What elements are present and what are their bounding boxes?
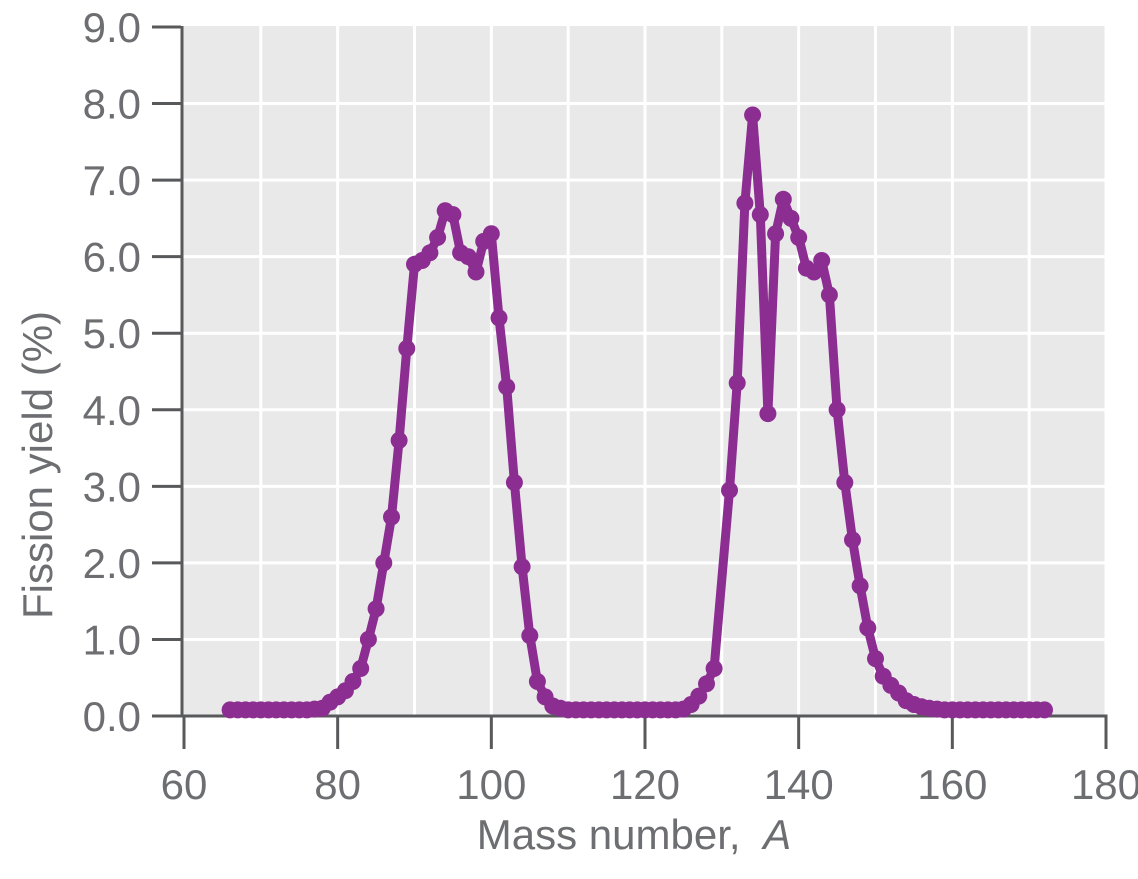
data-point-marker: [698, 675, 715, 693]
gridlines: [183, 26, 1108, 716]
data-point-marker: [705, 660, 723, 677]
data-point-marker: [383, 508, 400, 526]
data-point-marker: [498, 378, 516, 396]
data-point-marker: [859, 619, 877, 637]
data-point-marker: [421, 244, 439, 262]
data-point-marker: [375, 554, 393, 572]
data-point-marker: [820, 286, 838, 304]
y-tick-label: 0.0: [83, 693, 141, 740]
x-axis-title: Mass number, A: [477, 811, 791, 858]
data-point-marker: [344, 673, 362, 690]
y-tick-label: 6.0: [83, 234, 141, 281]
x-axis-title-variable: A: [760, 811, 791, 858]
data-point-marker: [467, 263, 485, 281]
data-point-marker: [390, 431, 408, 449]
data-point-marker: [759, 405, 777, 423]
data-point-marker: [513, 558, 531, 576]
data-point-marker: [828, 401, 846, 419]
y-tick-label: 3.0: [83, 463, 141, 510]
data-point-marker: [728, 374, 746, 392]
data-point-marker: [774, 190, 792, 208]
y-tick-label: 7.0: [83, 157, 141, 204]
data-point-marker: [367, 600, 385, 618]
data-point-marker: [352, 660, 370, 677]
data-point-marker: [505, 474, 523, 491]
data-point-marker: [721, 481, 738, 499]
x-tick-label: 100: [456, 761, 526, 808]
data-point-marker: [836, 474, 854, 491]
y-tick-label: 1.0: [83, 616, 141, 663]
data-point-marker: [359, 630, 377, 648]
data-point-marker: [867, 650, 884, 668]
data-point-marker: [429, 229, 447, 246]
tick-labels: 60 80 100 120 140 160 180 0.0 1.0 2.0 3.0 4.0 5.0 6.0…: [83, 4, 1138, 808]
data-point-marker: [813, 252, 831, 269]
data-point-marker: [444, 206, 462, 224]
data-point-marker: [767, 225, 785, 243]
data-point-marker: [782, 209, 800, 227]
x-tick-label: 140: [764, 761, 834, 808]
data-point-marker: [751, 206, 769, 224]
x-tick-label: 80: [314, 761, 361, 808]
data-point-marker: [736, 194, 754, 212]
data-point-marker: [1036, 701, 1053, 719]
y-axis-title: Fission yield (%): [14, 311, 61, 619]
x-axis-title-main: Mass number,: [477, 811, 741, 858]
y-tick-label: 2.0: [83, 540, 141, 587]
y-tick-label: 5.0: [83, 310, 141, 357]
data-point-marker: [490, 309, 508, 327]
x-tick-label: 60: [161, 761, 208, 808]
x-tick-label: 180: [1071, 761, 1138, 808]
y-tick-label: 8.0: [83, 81, 141, 128]
y-tick-label: 9.0: [83, 4, 141, 51]
data-point-marker: [398, 340, 416, 357]
axis-ticks: [152, 25, 1108, 749]
data-point-marker: [528, 673, 546, 690]
data-point-marker: [482, 225, 500, 243]
data-point-marker: [851, 577, 869, 595]
data-point-marker: [844, 531, 861, 549]
data-point-marker: [521, 627, 539, 645]
data-point-marker: [790, 229, 808, 246]
data-point-marker: [744, 106, 762, 124]
y-tick-label: 4.0: [83, 387, 141, 434]
yield-curve: [221, 106, 1053, 719]
x-tick-label: 120: [610, 761, 680, 808]
data-point-marker: [459, 248, 477, 266]
data-point-marker: [690, 687, 708, 705]
x-tick-label: 160: [917, 761, 987, 808]
